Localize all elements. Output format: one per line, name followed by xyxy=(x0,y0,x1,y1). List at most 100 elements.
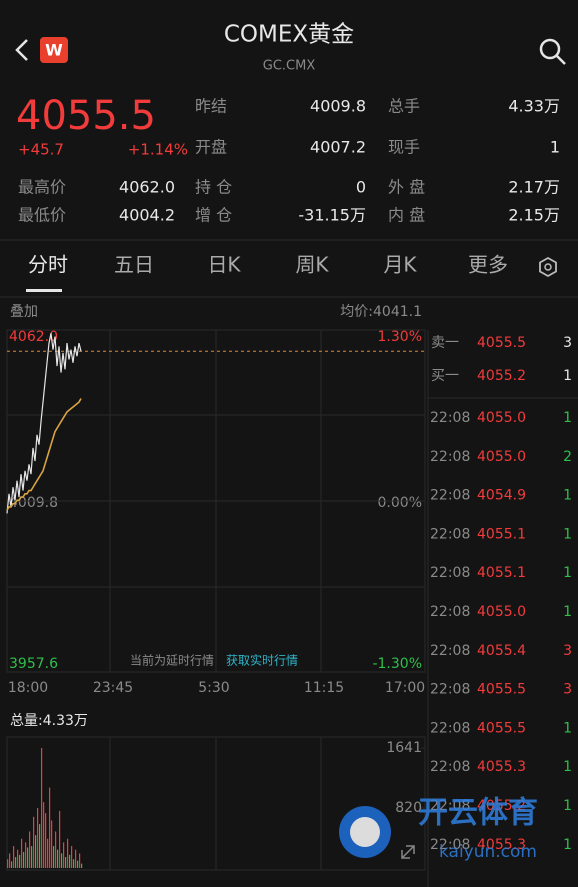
volume-bar xyxy=(59,810,61,868)
realtime-link[interactable]: 获取实时行情 xyxy=(226,653,298,668)
trade-price: 4055.3 xyxy=(477,837,526,853)
volume-bar xyxy=(53,846,55,868)
volume-bar xyxy=(81,863,83,868)
trade-price: 4055.1 xyxy=(477,526,526,542)
book-qty: 1 xyxy=(563,368,572,384)
volume-bar xyxy=(71,846,73,868)
trade-price: 4055.1 xyxy=(477,565,526,581)
x-tick-label: 18:00 xyxy=(8,680,48,696)
volume-bar xyxy=(13,846,15,868)
pct-label: 1.30% xyxy=(378,329,422,345)
volume-bar xyxy=(57,849,59,868)
volume-bar xyxy=(41,748,43,868)
trade-time: 22:08 xyxy=(430,449,470,465)
change-pct: +1.14% xyxy=(128,141,188,159)
y-tick-label: 4062.0 xyxy=(9,329,58,345)
trade-time: 22:08 xyxy=(430,604,470,620)
volume-bar xyxy=(11,861,13,868)
stat-label: 现手 xyxy=(388,138,420,157)
expand-button[interactable] xyxy=(401,845,415,859)
stat-value: 4007.2 xyxy=(310,138,366,157)
watermark-brand: 开云体育 xyxy=(418,796,538,831)
trade-time: 22:08 xyxy=(430,643,470,659)
trade-qty: 1 xyxy=(563,565,572,581)
tab[interactable]: 分时 xyxy=(28,253,68,277)
volume-bar xyxy=(69,854,71,868)
volume-bar xyxy=(39,824,41,868)
search-button[interactable] xyxy=(539,38,561,60)
stat-label: 持 仓 xyxy=(195,178,232,197)
settings-button[interactable] xyxy=(539,256,557,278)
watermark-ball-inner xyxy=(350,817,380,847)
settings-dot xyxy=(544,263,552,271)
pct-label: 0.00% xyxy=(378,495,422,511)
volume-bar xyxy=(23,851,25,868)
trade-price: 4055.5 xyxy=(477,720,526,736)
volume-bar xyxy=(9,853,11,868)
overlay-button[interactable]: 叠加 xyxy=(10,304,38,320)
watermark-logo xyxy=(339,806,391,858)
book-price: 4055.5 xyxy=(477,335,526,351)
trade-qty: 1 xyxy=(563,488,572,504)
trade-qty: 1 xyxy=(563,837,572,853)
volume-bar xyxy=(45,813,47,868)
stat-label: 最高价 xyxy=(18,178,66,197)
stat-label: 总手 xyxy=(388,97,420,116)
stat-value: 4009.8 xyxy=(310,97,366,116)
pct-label: -1.30% xyxy=(372,656,422,672)
stat-label: 开盘 xyxy=(195,138,227,157)
stat-label: 昨结 xyxy=(195,97,227,116)
volume-bar xyxy=(21,838,23,868)
trade-time: 22:08 xyxy=(430,410,470,426)
y-tick-label: 4009.8 xyxy=(9,495,58,511)
tab[interactable]: 更多 xyxy=(468,253,508,277)
trade-qty: 1 xyxy=(563,604,572,620)
x-tick-label: 5:30 xyxy=(198,680,229,696)
volume-bar xyxy=(37,808,39,868)
tab-underline xyxy=(26,289,62,292)
stat-value: 0 xyxy=(356,178,366,197)
trade-time: 22:08 xyxy=(430,682,470,698)
trade-time: 22:08 xyxy=(430,720,470,736)
trade-price: 4055.0 xyxy=(477,604,526,620)
volume-bar xyxy=(17,849,19,868)
change: +45.7 xyxy=(18,141,64,159)
volume-bar xyxy=(15,857,17,868)
book-side: 卖一 xyxy=(431,335,459,351)
volume-bar xyxy=(43,802,45,868)
tab[interactable]: 日K xyxy=(207,253,241,277)
volume-bar xyxy=(61,853,63,868)
tab[interactable]: 月K xyxy=(383,253,417,277)
volume-bar xyxy=(35,835,37,868)
stat-label: 外 盘 xyxy=(388,178,425,197)
last-price: 4055.5 xyxy=(16,93,156,139)
back-button[interactable] xyxy=(15,39,28,61)
app-logo xyxy=(40,37,68,63)
trade-price: 4055.5 xyxy=(477,682,526,698)
search-handle xyxy=(556,55,566,65)
volume-bar xyxy=(79,853,81,868)
stat-value: 4062.0 xyxy=(119,178,175,197)
trade-qty: 2 xyxy=(563,449,572,465)
volume-bar xyxy=(29,831,31,868)
tab[interactable]: 周K xyxy=(295,253,329,277)
trade-qty: 3 xyxy=(563,643,572,659)
logo-text: W xyxy=(45,41,63,60)
trade-qty: 1 xyxy=(563,798,572,814)
volume-bar xyxy=(25,842,27,868)
trade-price: 4055.0 xyxy=(477,410,526,426)
volume-bar xyxy=(63,842,65,868)
trade-price: 4054.9 xyxy=(477,488,526,504)
trade-qty: 3 xyxy=(563,682,572,698)
trade-price: 4055.4 xyxy=(477,643,526,659)
x-tick-label: 17:00 xyxy=(385,680,425,696)
trade-time: 22:08 xyxy=(430,526,470,542)
trade-time: 22:08 xyxy=(430,565,470,581)
trade-time: 22:08 xyxy=(430,488,470,504)
trade-qty: 1 xyxy=(563,526,572,542)
volume-bar xyxy=(31,846,33,868)
subtitle: GC.CMX xyxy=(263,59,316,74)
tab[interactable]: 五日 xyxy=(114,253,154,277)
volume-bar xyxy=(51,820,53,868)
